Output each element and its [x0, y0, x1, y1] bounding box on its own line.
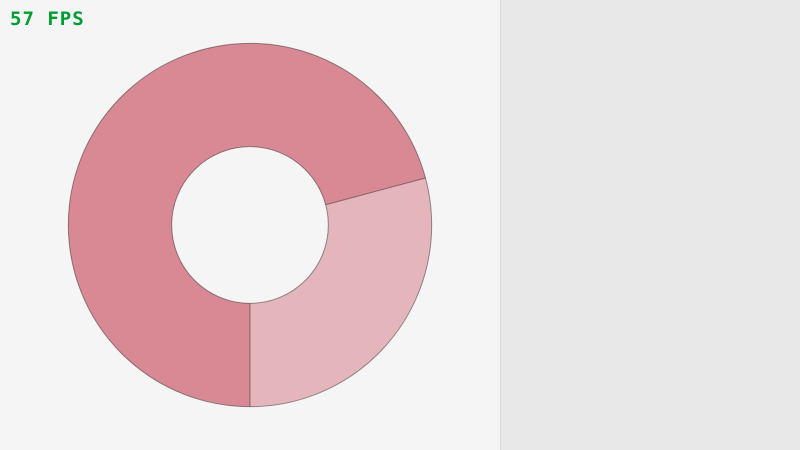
slider-row-endangle: EndAngle 360.00 — [501, 70, 800, 90]
fps-counter: 57 FPS — [10, 8, 85, 30]
ring-sector-dark — [68, 43, 426, 407]
ring-canvas — [67, 42, 433, 408]
slider-row-startangle: StartAngle -255.00 — [501, 40, 800, 60]
control-panel: StartAngle -255.00 EndAngle 360.00 Inner… — [500, 0, 800, 450]
ring-outline-outer — [67, 42, 433, 408]
slider-row-innerradius: InnerRadius 78.33 — [501, 140, 800, 160]
slider-row-segments: Segments 0.00 — [501, 240, 800, 260]
slider-row-outerradius: OuterRadius 181.67 — [501, 170, 800, 190]
ring-startangle-line — [325, 177, 426, 206]
ring-outline-inner — [171, 146, 329, 304]
ring-sector-light — [250, 177, 432, 407]
